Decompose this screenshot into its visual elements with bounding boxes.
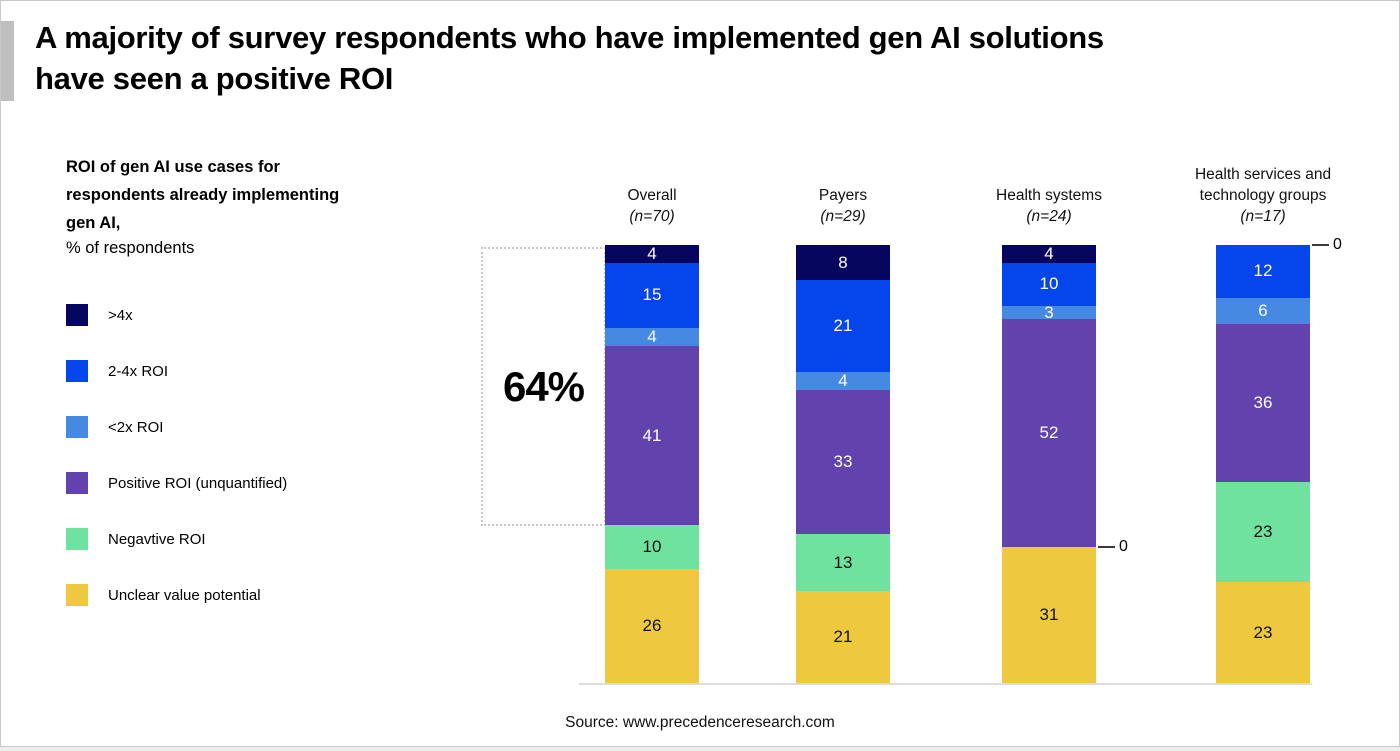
- category-sample-size: (n=24): [1026, 208, 1072, 225]
- x-axis-line: [579, 683, 1312, 685]
- category-header: Health systems (n=24): [929, 185, 1169, 227]
- bar-segment: 10: [1002, 262, 1096, 307]
- category-sample-size: (n=29): [820, 208, 866, 225]
- zero-callout-line: [1312, 244, 1329, 246]
- category-label: Overall: [627, 187, 677, 204]
- legend-item: >4x: [66, 304, 287, 326]
- bar-segment: 21: [796, 591, 890, 683]
- legend-swatch: [66, 528, 88, 550]
- bar-segment: 6: [1216, 297, 1310, 324]
- legend-swatch: [66, 360, 88, 382]
- legend-item: Negavtive ROI: [66, 528, 287, 550]
- bar-segment: 4: [1002, 245, 1096, 263]
- bar-segment: 10: [605, 525, 699, 570]
- source-note: Source: www.precedenceresearch.com: [565, 714, 835, 731]
- zero-callout-line: [1098, 546, 1115, 549]
- bar-segment: 4: [605, 245, 699, 263]
- annotation-64-percent: 64%: [502, 362, 585, 410]
- legend: >4x 2-4x ROI <2x ROI Positive ROI (unquanti…: [66, 304, 287, 640]
- bar-segment: 41: [605, 345, 699, 526]
- zero-callout-label: 0: [1333, 236, 1342, 253]
- legend-label: Positive ROI (unquantified): [108, 474, 288, 492]
- bar-segment: 4: [605, 328, 699, 346]
- category-label: Payers: [818, 187, 868, 204]
- bar-segment: 23: [1216, 582, 1310, 683]
- legend-swatch: [66, 472, 88, 494]
- bar-segment: 52: [1002, 319, 1096, 548]
- bar-segment: 33: [796, 389, 890, 535]
- legend-label: >4x: [108, 306, 133, 324]
- chart-subtitle: % of respondents: [66, 239, 195, 257]
- legend-label: 2-4x ROI: [108, 362, 169, 380]
- bar-segment: 12: [1216, 245, 1310, 298]
- category-label: Health services and technology groups: [1194, 166, 1332, 204]
- chart-title: ROI of gen AI use cases for respondents …: [66, 158, 340, 232]
- legend-label: Unclear value potential: [108, 586, 261, 604]
- bar-segment: 4: [796, 372, 890, 390]
- category-header: Overall (n=70): [532, 185, 772, 227]
- category-header: Payers (n=29): [723, 185, 963, 227]
- bar-segment: 31: [1002, 547, 1096, 683]
- bar-segment: 26: [605, 569, 699, 683]
- legend-item: Unclear value potential: [66, 584, 287, 606]
- accent-bar: [1, 21, 14, 101]
- legend-label: Negavtive ROI: [108, 530, 206, 548]
- legend-label: <2x ROI: [108, 418, 164, 436]
- legend-item: 2-4x ROI: [66, 360, 287, 382]
- legend-swatch: [66, 584, 88, 606]
- bar-segment: 13: [796, 534, 890, 592]
- legend-swatch: [66, 304, 88, 326]
- category-label: Health systems: [996, 187, 1102, 204]
- bar-segment: 15: [605, 262, 699, 329]
- legend-item: <2x ROI: [66, 416, 287, 438]
- legend-swatch: [66, 416, 88, 438]
- zero-callout-label: 0: [1119, 538, 1128, 556]
- category-sample-size: (n=17): [1240, 208, 1286, 225]
- bar-segment: 8: [796, 245, 890, 281]
- category-header: Health services and technology groups (n=…: [1143, 164, 1383, 227]
- legend-item: Positive ROI (unquantified): [66, 472, 287, 494]
- category-sample-size: (n=70): [629, 208, 675, 225]
- bar-segment: 23: [1216, 481, 1310, 583]
- bar-segment: 36: [1216, 323, 1310, 482]
- page-title: A majority of survey respondents who hav…: [35, 20, 1104, 96]
- bar-segment: 21: [796, 280, 890, 372]
- bar-segment: 3: [1002, 306, 1096, 320]
